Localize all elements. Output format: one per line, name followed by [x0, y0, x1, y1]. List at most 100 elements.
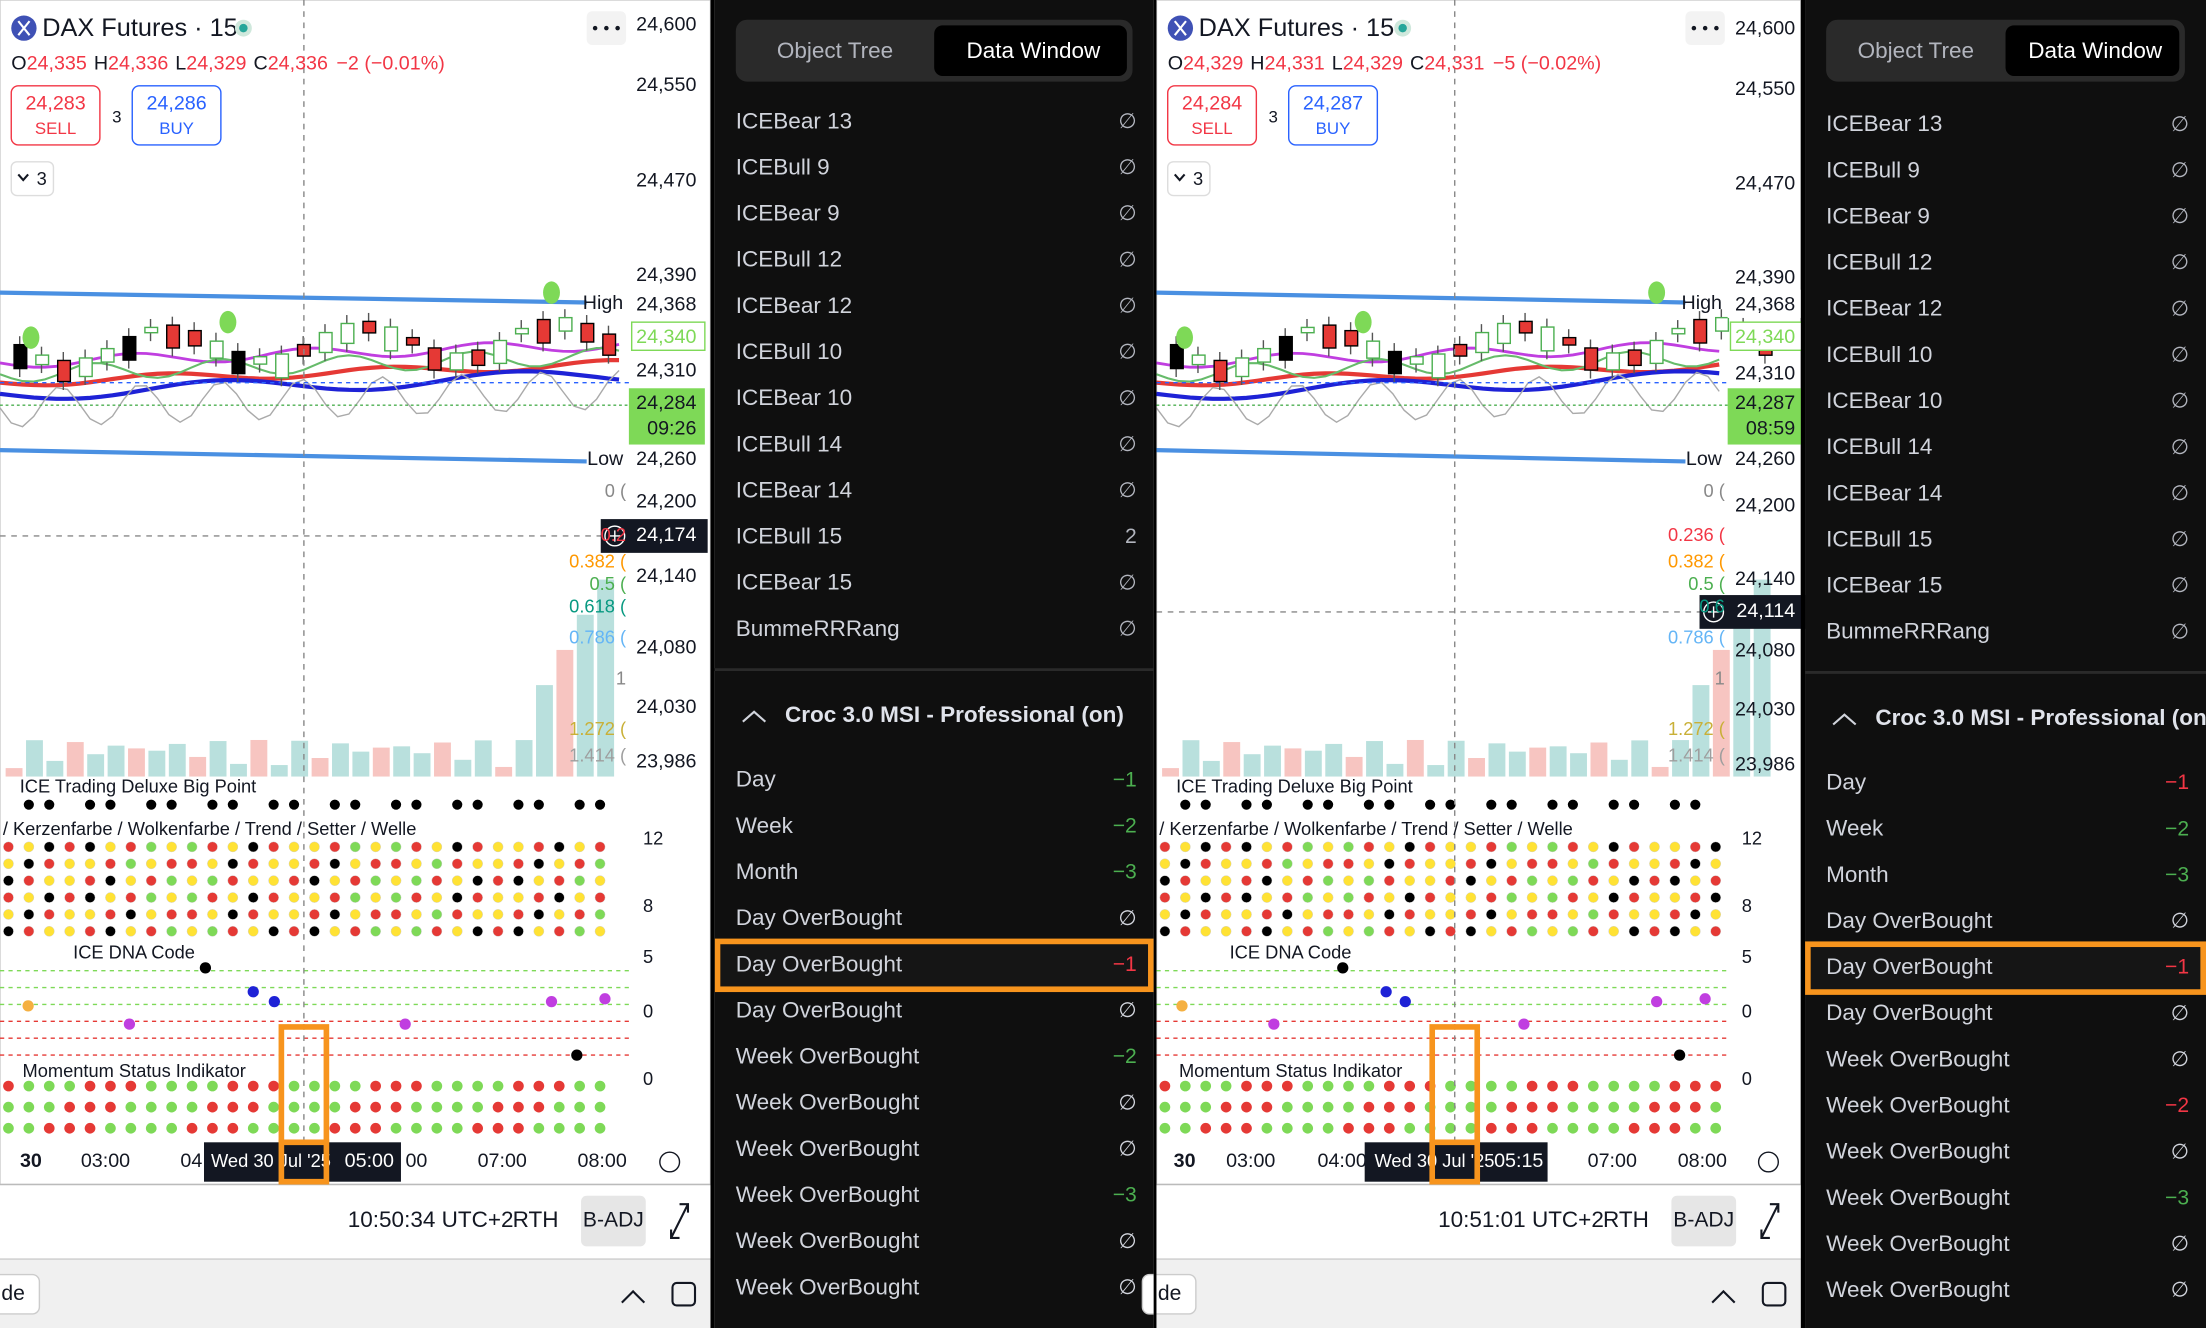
ohlc-value: 24,331	[1424, 53, 1484, 75]
momentum-dot	[186, 1122, 198, 1134]
momentum-dot	[1302, 1122, 1314, 1134]
price-label: 24,390	[636, 264, 696, 286]
sell-button[interactable]	[1167, 85, 1258, 146]
volume-bar	[5, 768, 23, 777]
status-dot	[533, 909, 545, 920]
status-dot	[1200, 858, 1211, 870]
candle	[1278, 335, 1293, 361]
row-name: ICEBear 15	[736, 570, 852, 595]
momentum-dot	[309, 1101, 320, 1113]
collapse-up-icon[interactable]	[621, 1289, 646, 1304]
buy-button[interactable]	[131, 85, 222, 146]
status-dot	[411, 926, 422, 937]
collapse-button[interactable]	[1167, 161, 1211, 197]
maximize-icon[interactable]	[1761, 1281, 1787, 1307]
quantity: 3	[112, 108, 121, 127]
ohlc-value: 24,331	[1265, 53, 1325, 75]
collapse-button[interactable]	[10, 161, 55, 197]
momentum-dot	[105, 1122, 116, 1134]
tab-label[interactable]: Data Window	[966, 38, 1101, 63]
price-label: 24,080	[636, 637, 696, 659]
momentum-dot	[513, 1122, 524, 1134]
ohlc-value: 24,336	[268, 53, 328, 75]
status-dot	[268, 909, 279, 920]
status-dot	[1241, 799, 1252, 810]
status-dot	[247, 858, 259, 870]
row-value: ∅	[2171, 1140, 2189, 1163]
fib-label: 1.414 (	[569, 745, 626, 766]
status-dot	[1608, 799, 1619, 810]
status-dot	[1445, 892, 1456, 903]
fib-label: 0.382 (	[569, 551, 626, 572]
momentum-dot	[1608, 1101, 1620, 1113]
row-value: −1	[2165, 956, 2189, 979]
adjustment-button[interactable]	[1671, 1195, 1737, 1247]
row-value: ∅	[1118, 1230, 1136, 1253]
expand-icon[interactable]	[1760, 1203, 1780, 1240]
momentum-dot	[1322, 1080, 1334, 1092]
momentum-dot	[492, 1122, 504, 1134]
volume-bar	[352, 751, 370, 777]
status-dot	[1221, 799, 1232, 810]
dna-dot	[1651, 996, 1663, 1008]
momentum-dot	[105, 1101, 116, 1113]
status-dot	[1669, 841, 1681, 853]
maximize-icon[interactable]	[671, 1281, 697, 1307]
dna-dot	[1699, 993, 1711, 1005]
settings-icon[interactable]	[1757, 1151, 1780, 1173]
collapse-up-icon[interactable]	[1711, 1289, 1736, 1304]
tab-label[interactable]: Object Tree	[777, 38, 893, 63]
row-value: −3	[1113, 861, 1137, 884]
candle	[427, 347, 442, 371]
settings-icon[interactable]	[659, 1151, 681, 1173]
footer-tab[interactable]	[0, 1273, 41, 1315]
status-dot	[472, 875, 483, 886]
momentum-dot	[1649, 1122, 1660, 1134]
status-dot	[1180, 858, 1191, 870]
time-label: 08:00	[1678, 1150, 1727, 1172]
status-dot	[594, 841, 606, 853]
status-dot	[1404, 841, 1415, 853]
tab-label[interactable]: Data Window	[2028, 38, 2163, 63]
section-chevron[interactable]	[742, 710, 767, 723]
crosshair-time: 05:00	[345, 1150, 394, 1172]
row-value: ∅	[2171, 297, 2189, 320]
status-dot	[1628, 926, 1640, 937]
momentum-dot	[1689, 1122, 1701, 1134]
candle	[602, 333, 617, 356]
candle	[1257, 347, 1272, 363]
expand-icon[interactable]	[670, 1203, 690, 1240]
highlight-row	[714, 938, 1154, 993]
row-value: ∅	[2171, 205, 2189, 228]
status-dot	[84, 799, 96, 810]
status-dot	[1220, 858, 1232, 870]
status-dot	[411, 799, 422, 810]
status-dot	[64, 875, 75, 886]
status-dot	[1445, 841, 1456, 853]
sell-button[interactable]	[10, 85, 101, 146]
price-label: 24,550	[636, 74, 696, 96]
status-dot	[1302, 799, 1313, 810]
volume-bar	[454, 759, 472, 777]
row-name: Day OverBought	[736, 997, 903, 1022]
momentum-dot	[1383, 1122, 1395, 1134]
status-dot	[1384, 926, 1395, 937]
indicator-line	[0, 369, 620, 401]
row-name: ICEBull 15	[1826, 526, 1932, 551]
momentum-dot	[1710, 1080, 1722, 1092]
tab-label[interactable]: Object Tree	[1858, 38, 1974, 63]
status-dot	[1526, 892, 1538, 903]
buy-button[interactable]	[1288, 85, 1379, 146]
panel-gap	[1153, 0, 1157, 1329]
status-dot	[411, 841, 422, 853]
candle	[13, 343, 28, 370]
indicator-line	[0, 370, 620, 428]
status-dot	[1363, 858, 1375, 870]
status-dot	[1363, 799, 1374, 810]
section-chevron[interactable]	[1832, 713, 1857, 726]
row-name: Week OverBought	[736, 1136, 920, 1161]
adjustment-button[interactable]	[581, 1195, 646, 1247]
momentum-dot	[411, 1101, 422, 1113]
status-dot	[1302, 892, 1313, 903]
momentum-dot	[1241, 1080, 1252, 1092]
